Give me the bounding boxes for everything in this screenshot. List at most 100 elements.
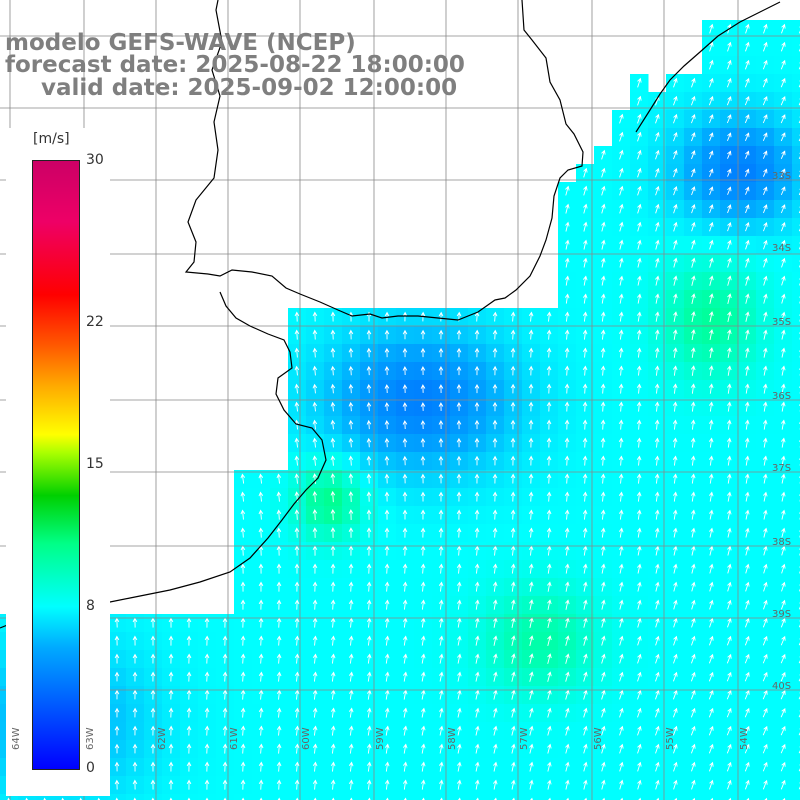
field-cell (450, 794, 469, 800)
wind-arrow (582, 563, 588, 574)
wind-arrow (637, 671, 642, 682)
wind-arrow (114, 779, 120, 790)
wind-arrow (745, 275, 750, 286)
wind-arrow (601, 257, 606, 268)
field-cell (576, 794, 595, 800)
wind-arrow (619, 671, 624, 682)
wind-arrow (655, 203, 660, 214)
wind-arrow (780, 743, 786, 754)
wind-arrow (240, 473, 246, 484)
wind-arrow (691, 653, 696, 664)
wind-arrow (546, 329, 552, 340)
wind-arrow (240, 689, 246, 700)
wind-arrow (330, 473, 336, 484)
wind-arrow (258, 779, 264, 790)
wind-arrow (709, 221, 714, 232)
wind-arrow (745, 347, 750, 358)
wind-arrow (258, 473, 264, 484)
wind-arrow (348, 401, 354, 412)
wind-arrow (366, 347, 372, 358)
wind-arrow (384, 635, 390, 646)
wind-arrow (168, 725, 174, 736)
wind-arrow (673, 168, 678, 178)
wind-arrow (582, 329, 588, 340)
lon-label: 58W (447, 727, 458, 750)
wind-arrow (726, 725, 732, 736)
wind-arrow (168, 653, 174, 664)
wind-arrow (529, 761, 534, 772)
wind-arrow (781, 491, 786, 502)
wind-arrow (637, 599, 642, 610)
wind-arrow (745, 545, 750, 556)
wind-arrow (763, 311, 768, 322)
wind-arrow (366, 383, 372, 394)
wind-arrow (276, 491, 282, 502)
wind-arrow (348, 473, 354, 484)
wind-arrow (312, 365, 318, 376)
wind-arrow (691, 311, 696, 323)
wind-arrow (727, 186, 732, 195)
wind-arrow (438, 743, 444, 754)
lon-label: 60W (301, 727, 312, 750)
wind-arrow (294, 635, 300, 646)
wind-arrow (780, 419, 786, 430)
wind-arrow (744, 635, 750, 646)
wind-arrow (619, 725, 624, 736)
wind-arrow (654, 545, 660, 556)
forecast-date: forecast date: 2025-08-22 18:00:00 (5, 52, 465, 78)
wind-arrow (744, 77, 750, 88)
wind-arrow (709, 168, 714, 177)
wind-arrow (744, 779, 750, 790)
wind-arrow (762, 383, 768, 394)
lon-label: 54W (739, 727, 750, 750)
wind-arrow (222, 635, 228, 646)
wind-arrow (691, 168, 696, 178)
field-cell (360, 794, 379, 800)
wind-arrow (780, 779, 786, 790)
wind-arrow (727, 311, 732, 323)
wind-arrow (529, 635, 534, 646)
wind-arrow (709, 275, 714, 286)
wind-arrow (673, 275, 678, 286)
colorbar (32, 160, 80, 770)
wind-arrow (511, 653, 516, 664)
wind-arrow (762, 779, 768, 790)
wind-arrow (186, 779, 192, 790)
wind-arrow (762, 114, 768, 124)
wind-arrow (673, 77, 678, 88)
field-cell (792, 200, 800, 219)
wind-arrow (565, 707, 570, 718)
wind-arrow (384, 725, 390, 736)
wind-arrow (330, 761, 336, 772)
wind-arrow (438, 402, 444, 411)
wind-arrow (727, 329, 732, 340)
lat-label: 38S (772, 537, 792, 548)
wind-arrow (222, 743, 228, 754)
wind-arrow (781, 23, 786, 34)
wind-arrow (672, 473, 678, 484)
wind-arrow (780, 437, 786, 448)
field-cell (468, 794, 487, 800)
wind-arrow (330, 599, 336, 610)
wind-arrow (564, 383, 570, 394)
wind-arrow (384, 563, 390, 574)
wind-arrow (600, 473, 606, 484)
wind-arrow (420, 761, 426, 772)
wind-arrow (762, 419, 768, 430)
wind-arrow (780, 707, 786, 718)
wind-arrow (727, 150, 732, 159)
wind-arrow (690, 347, 696, 358)
wind-arrow (744, 617, 750, 628)
wind-arrow (114, 707, 120, 718)
wind-arrow (240, 743, 246, 754)
wind-arrow (529, 599, 534, 610)
wind-arrow (672, 401, 678, 412)
wind-arrow (691, 293, 696, 304)
wind-arrow (492, 779, 498, 790)
wind-arrow (637, 581, 642, 592)
wind-arrow (384, 420, 390, 430)
wind-arrow (636, 383, 642, 394)
wind-arrow (780, 689, 786, 700)
wind-arrow (366, 329, 372, 340)
wind-arrow (204, 707, 210, 718)
